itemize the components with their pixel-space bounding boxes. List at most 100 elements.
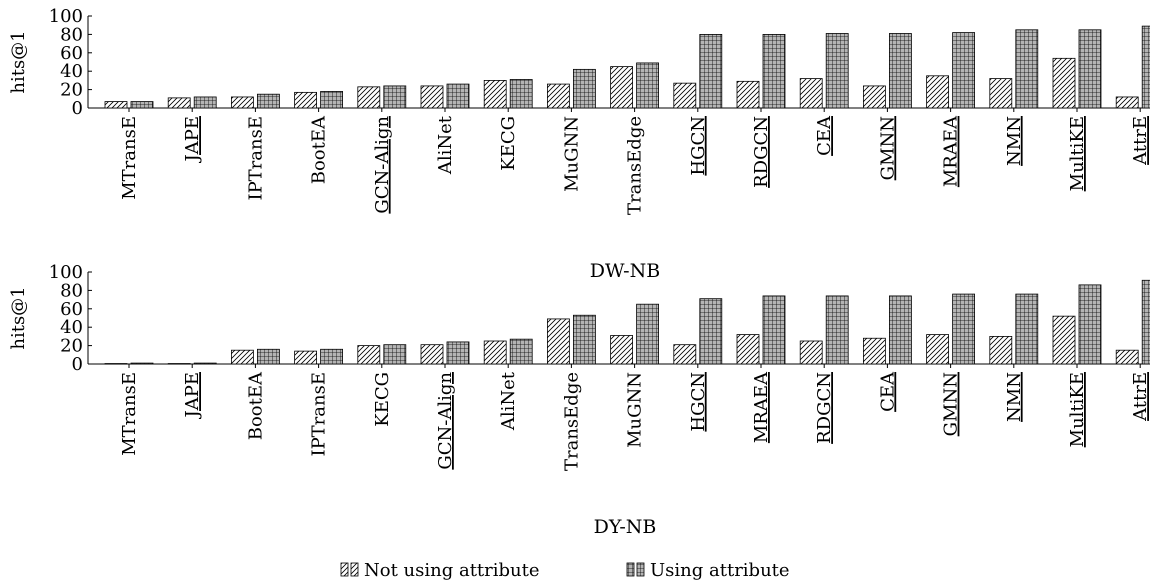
bar-using [636, 303, 659, 365]
bar-using [952, 32, 975, 109]
y-tick-label: 20 [60, 336, 83, 357]
x-tick-label: KECG [498, 116, 519, 171]
x-ticks-group: MTransE JAPE IPTransE BootEA GCN-Align AliNet… [119, 108, 1150, 215]
legend-item-not-using: Not using attribute [340, 560, 540, 581]
legend-swatch-using [626, 562, 635, 577]
bar-using [509, 79, 533, 109]
y-tick-label: 20 [60, 80, 83, 101]
y-axis-label: hits@1 [8, 30, 29, 93]
bar-using [762, 295, 786, 365]
bar-using [825, 33, 849, 109]
bar-not-using [230, 96, 254, 109]
bar-not-using [547, 318, 570, 365]
bar-not-using [1052, 315, 1076, 365]
x-tick-label: CEA [877, 371, 898, 412]
legend-swatch-using [636, 562, 645, 577]
bar-using [825, 295, 849, 365]
bar-not-using [104, 101, 128, 109]
bar-not-using [294, 350, 318, 365]
bar-not-using [610, 335, 633, 365]
bar-not-using [483, 340, 507, 365]
bar-not-using [863, 85, 886, 109]
x-tick-label: JAPE [182, 116, 203, 163]
bar-using [1015, 293, 1039, 365]
bar-using [446, 83, 470, 109]
bar-not-using [1052, 57, 1076, 109]
bar-using [1141, 279, 1150, 365]
bar-not-using [673, 82, 697, 109]
bar-not-using [736, 80, 760, 109]
legend-label-not-using: Not using attribute [364, 560, 540, 581]
x-tick-label: MRAEA [751, 371, 772, 443]
bar-using [699, 34, 723, 109]
y-axis-label: hits@1 [8, 286, 29, 349]
x-tick-label: MTransE [119, 116, 140, 200]
x-tick-label: HGCN [688, 116, 709, 176]
x-tick-label: RDGCN [751, 116, 772, 188]
bar-not-using [1115, 96, 1139, 109]
bar-not-using [989, 78, 1013, 109]
x-tick-label: MuGNN [625, 372, 646, 448]
x-tick-label: MultiKE [1067, 372, 1088, 447]
y-tick-label: 100 [49, 6, 83, 27]
x-tick-label: AttrE [1130, 372, 1150, 422]
x-tick-label: AttrE [1130, 116, 1150, 166]
y-tick-label: 60 [60, 43, 83, 64]
bar-using [383, 85, 407, 109]
bar-using [573, 314, 596, 365]
bar-using [320, 348, 344, 365]
bar-not-using [863, 337, 886, 365]
bar-not-using [926, 334, 949, 365]
bar-using [952, 293, 975, 365]
bar-not-using [926, 75, 949, 109]
x-axis-label: DW-NB [590, 260, 660, 282]
x-tick-label: HGCN [688, 372, 709, 432]
y-tick-label: 0 [72, 98, 83, 119]
y-tick-label: 0 [72, 354, 83, 375]
x-tick-label: GCN-Align [372, 116, 393, 214]
bar-using [573, 68, 596, 109]
bar-using [699, 298, 723, 365]
x-tick-label: RDGCN [814, 372, 835, 444]
bar-using [509, 338, 533, 365]
bar-using [762, 34, 786, 109]
bar-not-using [167, 97, 191, 109]
y-tick-label: 60 [60, 299, 83, 320]
x-tick-label: IPTransE [245, 116, 266, 201]
x-tick-label: GCN-Align [435, 372, 456, 470]
bar-using [636, 62, 659, 109]
x-tick-label: IPTransE [309, 372, 330, 457]
bar-not-using [799, 78, 823, 109]
x-tick-label: BootEA [245, 371, 266, 440]
bar-using [130, 362, 154, 365]
y-tick-label: 80 [60, 280, 83, 301]
bar-not-using [357, 345, 381, 365]
x-axis-label: DY-NB [594, 516, 657, 538]
x-tick-label: AliNet [498, 371, 519, 431]
bar-using [383, 344, 407, 365]
legend: Not using attribute Using attribute [340, 560, 790, 581]
y-tick-label: 40 [60, 61, 83, 82]
bar-using [320, 91, 344, 109]
x-tick-label: NMN [1004, 116, 1025, 166]
x-tick-label: MRAEA [941, 115, 962, 187]
bar-not-using [357, 86, 381, 109]
x-ticks-group: MTransE JAPE BootEA IPTransE KECG GCN-Align Al… [119, 364, 1150, 471]
legend-swatch-not-using [350, 562, 359, 577]
bar-using [193, 362, 217, 365]
bar-not-using [294, 91, 318, 109]
bar-using [889, 33, 912, 109]
x-tick-label: TransEdge [561, 372, 582, 471]
bar-using [889, 295, 912, 365]
bar-not-using [736, 334, 760, 365]
bar-not-using [420, 344, 444, 365]
bar-using [1015, 29, 1039, 109]
bar-not-using [167, 363, 191, 365]
x-tick-label: GMNN [877, 116, 898, 180]
x-tick-label: NMN [1004, 372, 1025, 422]
bar-using [1078, 284, 1102, 365]
y-tick-label: 80 [60, 24, 83, 45]
